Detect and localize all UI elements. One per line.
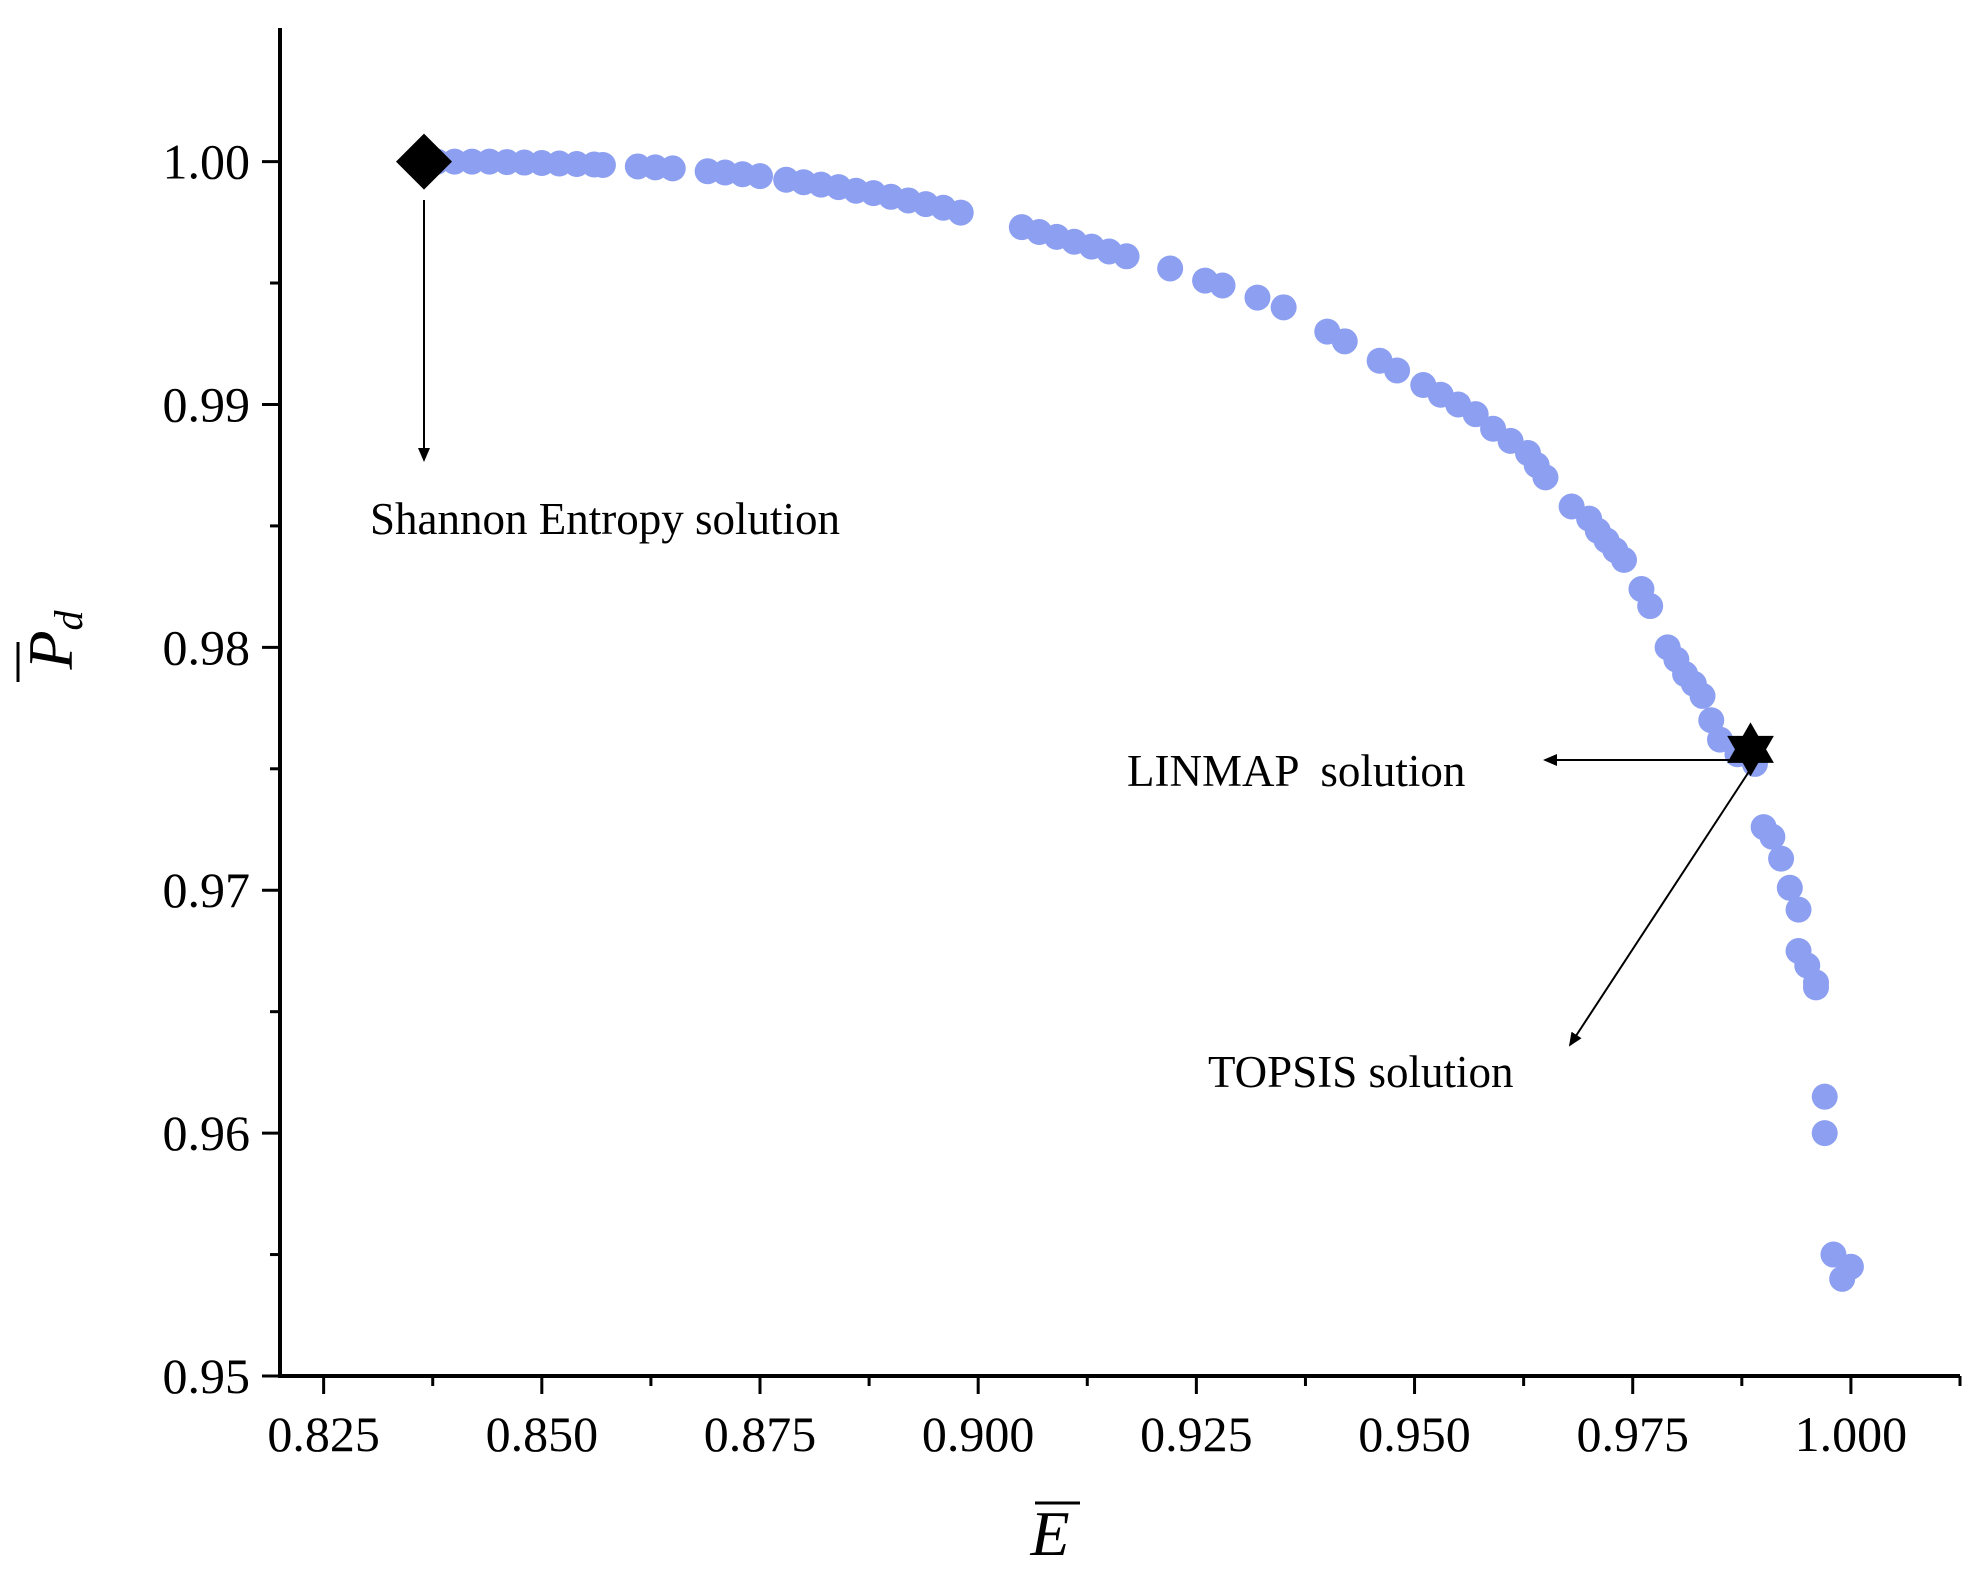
data-point [1837, 1253, 1864, 1280]
x-tick-label-3: 0.900 [922, 1406, 1035, 1462]
data-point [1244, 284, 1271, 311]
special-solution-markers [396, 133, 1774, 777]
x-tick-label-1: 0.850 [486, 1406, 599, 1462]
x-axis-title-text: E [1029, 1498, 1069, 1569]
topsis-arrow [1568, 769, 1751, 1047]
data-point [1707, 726, 1733, 753]
data-point [1811, 1083, 1838, 1110]
data-point [1157, 255, 1184, 282]
y-tick-label-3: 0.98 [163, 619, 251, 675]
x-axis-title: E [1029, 1498, 1080, 1569]
data-point [1768, 845, 1795, 872]
data-point [1611, 546, 1637, 573]
shannon-annotation: Shannon Entropy solution [370, 200, 840, 544]
data-point [1331, 328, 1358, 355]
data-point [1637, 593, 1664, 620]
x-axis-ticks: 0.825 0.850 0.875 0.900 0.925 0.950 0.975 1.000 [267, 1376, 1962, 1462]
data-point [1532, 464, 1559, 491]
data-point [747, 163, 773, 190]
y-axis-ticks: 0.95 0.96 0.97 0.98 0.99 1.00 [163, 134, 280, 1404]
linmap-annotation: LINMAP solution [1127, 746, 1735, 796]
data-points [424, 148, 1864, 1292]
x-tick-label-5: 0.950 [1358, 1406, 1471, 1462]
y-tick-label-2: 0.97 [163, 862, 251, 918]
data-point [589, 151, 616, 178]
x-tick-label-7: 1.000 [1795, 1406, 1908, 1462]
topsis-label: TOPSIS solution [1208, 1047, 1514, 1097]
x-tick-label-2: 0.875 [704, 1406, 817, 1462]
data-point [1803, 974, 1829, 1001]
x-tick-label-0: 0.825 [267, 1406, 380, 1462]
y-tick-label-4: 0.99 [163, 376, 251, 432]
y-tick-label-1: 0.96 [163, 1105, 251, 1161]
data-point [1811, 1120, 1838, 1147]
y-axis-title-text: Pd [15, 609, 91, 670]
topsis-annotation: TOPSIS solution [1208, 769, 1751, 1097]
data-point [1209, 272, 1236, 299]
data-point [1698, 707, 1725, 734]
linmap-topsis-star-marker-b [1727, 735, 1774, 777]
shannon-diamond-marker [396, 133, 452, 190]
data-point [1384, 357, 1411, 384]
data-point [1462, 401, 1489, 428]
data-point [947, 199, 974, 226]
y-axis-title: Pd [15, 609, 91, 682]
x-tick-label-4: 0.925 [1140, 1406, 1253, 1462]
y-tick-label-5: 1.00 [163, 134, 251, 190]
data-point [1759, 823, 1786, 850]
data-point [1785, 896, 1812, 923]
data-point [1776, 874, 1803, 901]
data-point [1689, 682, 1716, 709]
x-tick-label-6: 0.975 [1576, 1406, 1689, 1462]
shannon-label: Shannon Entropy solution [370, 494, 840, 544]
data-point [659, 155, 686, 182]
data-point [1113, 243, 1140, 270]
y-tick-label-0: 0.95 [163, 1348, 251, 1404]
data-point [1270, 294, 1297, 321]
linmap-label: LINMAP solution [1127, 746, 1465, 796]
